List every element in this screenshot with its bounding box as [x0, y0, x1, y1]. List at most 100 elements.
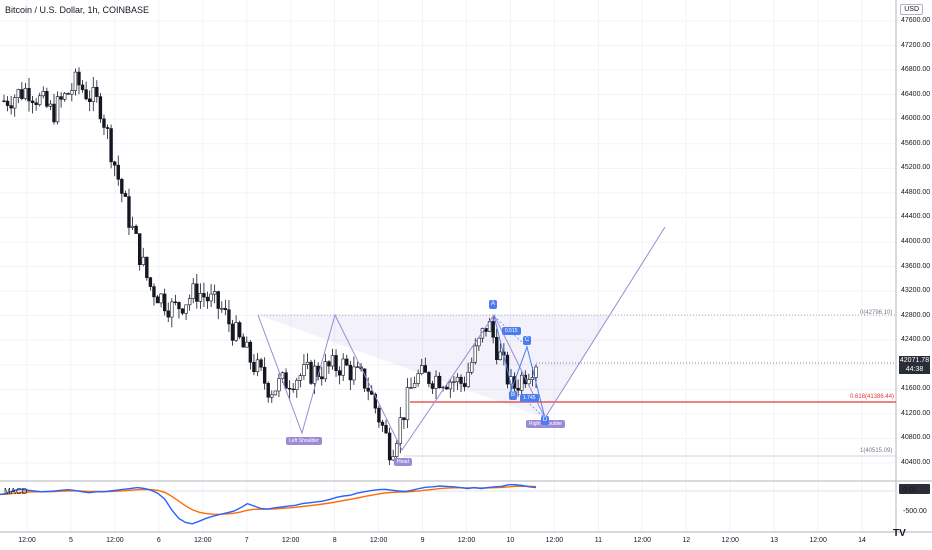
abcd-point-b[interactable]: B — [509, 391, 517, 400]
macd-title[interactable]: MACD — [4, 487, 28, 496]
candle-body — [423, 365, 428, 373]
candle-body — [73, 71, 78, 91]
candle-body — [523, 374, 527, 385]
price-axis-label: 41600.00 — [901, 385, 931, 393]
left-shoulder-label[interactable]: Left Shoulder — [286, 437, 322, 445]
time-axis-label: 10 — [506, 537, 515, 544]
candle-body — [287, 388, 292, 390]
time-axis-label: 11 — [594, 537, 602, 544]
candle-body — [395, 443, 399, 457]
candle-body — [184, 304, 188, 314]
price-axis-label: 44400.00 — [901, 213, 931, 221]
candle-body — [155, 296, 160, 304]
candle-body — [38, 95, 42, 105]
level-bottom-label: 1(40515.09) — [860, 448, 893, 454]
candle-body — [123, 193, 128, 197]
tradingview-logo[interactable]: TV — [893, 528, 906, 539]
abcd-point-c[interactable]: C — [523, 336, 531, 345]
candle-body — [98, 96, 103, 120]
time-axis-label: 12:00 — [545, 537, 564, 544]
candle-body — [448, 381, 453, 390]
price-axis-label: 46800.00 — [901, 66, 931, 74]
price-axis-label: 45200.00 — [901, 164, 931, 172]
candle-body — [59, 96, 63, 100]
candle-body — [437, 375, 442, 389]
candle-body — [530, 377, 535, 380]
candle-body — [16, 89, 20, 98]
candle-body — [141, 256, 145, 265]
candle-body — [102, 118, 106, 128]
candle-body — [309, 361, 313, 384]
price-axis-label: 43200.00 — [901, 287, 931, 295]
candle-body — [187, 298, 192, 306]
candle-body — [434, 375, 438, 389]
candle-body — [91, 86, 95, 102]
time-axis-label: 7 — [244, 537, 249, 544]
level-top-label: 0(42796.10) — [860, 310, 893, 316]
candle-body — [298, 375, 303, 381]
current-price: 42071.78 — [899, 357, 930, 364]
candle-body — [291, 388, 295, 391]
candle-body — [202, 293, 206, 298]
candle-body — [2, 100, 6, 102]
candle-body — [220, 308, 224, 310]
candle-body — [341, 358, 345, 376]
price-axis-label: 45600.00 — [901, 139, 931, 147]
candle-body — [498, 351, 502, 360]
candle-body — [323, 361, 328, 380]
currency-badge[interactable]: USD — [900, 4, 923, 15]
candle-body — [23, 88, 28, 99]
candle-body — [427, 372, 431, 384]
macd-pane — [0, 484, 896, 525]
price-axis-label: 47600.00 — [901, 17, 931, 24]
time-axis-label: 12:00 — [633, 537, 652, 544]
candle-body — [112, 161, 117, 166]
abcd-ratio-cd[interactable]: 1.745 — [520, 394, 539, 402]
candle-body — [116, 164, 120, 180]
bar-countdown: 44:38 — [905, 366, 924, 373]
candle-body — [534, 366, 538, 378]
candle-body — [255, 359, 260, 373]
time-axis-label: 12:00 — [106, 537, 124, 544]
head-label[interactable]: Head — [394, 458, 412, 466]
candle-body — [302, 364, 306, 376]
price-axis-label: 46400.00 — [901, 90, 931, 98]
candle-body — [495, 336, 499, 360]
candle-body — [373, 393, 378, 409]
price-axis-label: 40800.00 — [901, 434, 931, 442]
price-axis-label: 44800.00 — [901, 188, 931, 196]
candle-body — [409, 387, 413, 389]
candle-body — [459, 376, 463, 384]
abcd-ratio-bc[interactable]: 0.515 — [502, 327, 521, 335]
time-axis-label: 12:00 — [18, 537, 36, 544]
candle-body — [312, 365, 317, 384]
price-axis-label: 42800.00 — [901, 311, 931, 319]
candle-body — [52, 103, 56, 123]
candle-body — [152, 286, 156, 298]
candle-body — [77, 71, 81, 86]
price-axis-label: 42400.00 — [901, 336, 931, 344]
candle-body — [245, 341, 249, 348]
macd-value-tag — [899, 484, 930, 494]
symbol-title[interactable]: Bitcoin / U.S. Dollar, 1h, COINBASE — [5, 5, 150, 15]
candle-body — [491, 321, 495, 338]
candle-body — [198, 293, 203, 302]
abcd-point-d[interactable]: D — [541, 416, 549, 425]
candle-body — [398, 417, 403, 444]
candle-body — [230, 323, 235, 341]
candle-body — [334, 355, 338, 371]
candle-body — [377, 407, 381, 423]
abcd-point-a[interactable]: A — [489, 300, 497, 309]
abcd-ratio-line — [511, 387, 546, 419]
time-axis-label: 13 — [770, 537, 779, 544]
candle-body — [430, 383, 435, 389]
time-axis-label: 9 — [420, 537, 425, 544]
candle-body — [402, 417, 406, 421]
candle-body — [130, 225, 135, 228]
price-axis-label: 46000.00 — [901, 115, 931, 123]
candle-body — [470, 361, 474, 373]
candle-body — [516, 387, 520, 391]
macd-line — [0, 484, 537, 525]
abcd-pattern — [493, 315, 546, 419]
